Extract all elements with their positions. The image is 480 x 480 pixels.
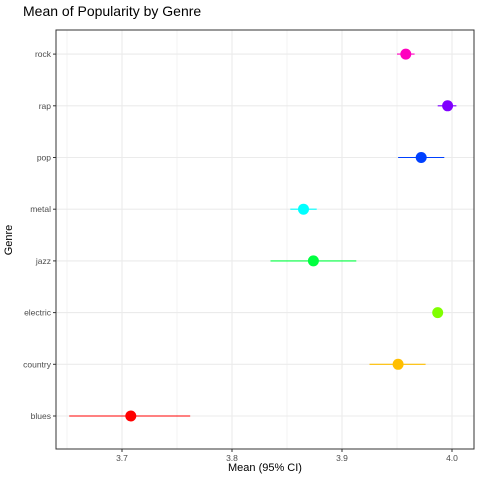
panel-border: [55, 29, 475, 450]
point-jazz: [307, 255, 319, 267]
point-blues: [125, 410, 137, 422]
point-pop: [415, 152, 427, 163]
point-rap: [442, 100, 454, 112]
y-tick-label: pop: [37, 153, 51, 163]
y-tick-label: electric: [24, 308, 52, 318]
chart-title: Mean of Popularity by Genre: [23, 3, 201, 19]
grid: [56, 30, 474, 449]
x-axis-title: Mean (95% CI): [228, 462, 302, 474]
point-country: [392, 358, 404, 370]
y-tick-label: rock: [35, 49, 52, 59]
x-tick-label: 3.8: [226, 453, 238, 463]
marks: [69, 48, 457, 422]
point-metal: [298, 203, 309, 215]
y-tick-label: rap: [39, 101, 52, 111]
y-tick-label: country: [23, 359, 52, 369]
y-tick-label: blues: [31, 411, 51, 421]
point-rock: [400, 48, 412, 60]
point-electric: [432, 307, 444, 319]
x-axis: 3.7 3.8 3.9 4.0: [116, 449, 458, 463]
y-axis-title: Genre: [3, 225, 15, 256]
y-tick-label: jazz: [35, 256, 51, 266]
y-axis: blues country electric jazz metal pop rap rock: [23, 49, 56, 421]
x-tick-label: 3.9: [336, 453, 348, 463]
x-tick-label: 3.7: [116, 453, 128, 463]
x-tick-label: 4.0: [446, 453, 458, 463]
y-tick-label: metal: [30, 204, 51, 214]
